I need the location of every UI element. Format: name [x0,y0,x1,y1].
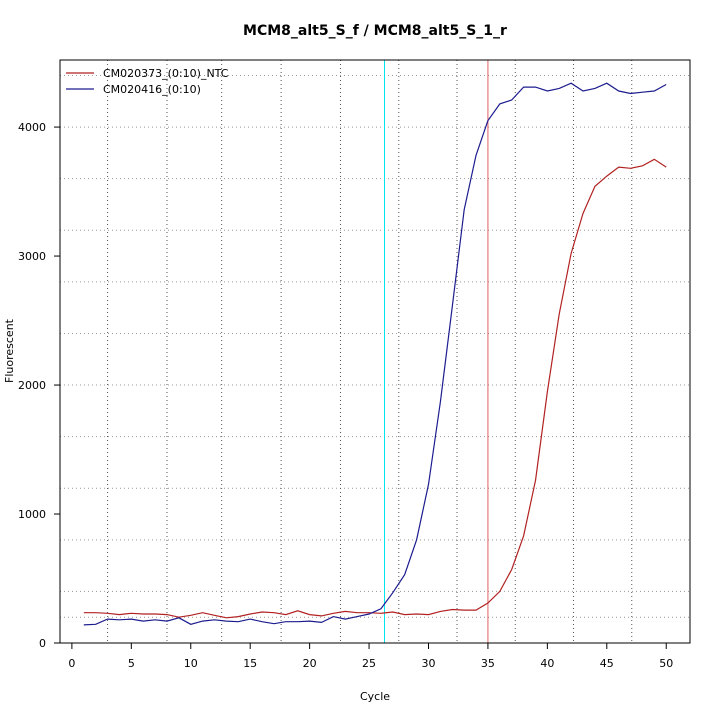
y-tick-label: 3000 [18,250,46,263]
x-tick-label: 25 [362,657,376,670]
x-axis: 0 5 10 15 20 25 30 35 40 45 50 [68,643,673,670]
y-tick-label: 0 [39,637,46,650]
y-tick-label: 1000 [18,508,46,521]
y-tick-label: 4000 [18,121,46,134]
x-tick-label: 10 [184,657,198,670]
x-tick-label: 50 [659,657,673,670]
x-tick-label: 45 [600,657,614,670]
chart-title: MCM8_alt5_S_f / MCM8_alt5_S_1_r [243,23,507,39]
threshold-lines [384,60,489,643]
legend: CM020373_(0:10)_NTC CM020416_(0:10) [66,67,229,96]
grid-lines [60,60,690,643]
y-axis-label: Fluorescent [3,318,16,383]
legend-label: CM020416_(0:10) [103,83,201,96]
x-tick-label: 15 [243,657,257,670]
y-axis: 0 1000 2000 3000 4000 [18,121,60,650]
x-tick-label: 40 [540,657,554,670]
x-tick-label: 35 [481,657,495,670]
x-tick-label: 5 [128,657,135,670]
x-axis-label: Cycle [360,690,390,703]
x-tick-label: 30 [421,657,435,670]
y-tick-label: 2000 [18,379,46,392]
data-series [83,82,667,626]
x-tick-label: 0 [68,657,75,670]
plot-frame [59,59,691,644]
series-line-2 [83,82,667,626]
legend-label: CM020373_(0:10)_NTC [103,67,229,80]
series-line-1 [83,158,667,619]
x-tick-label: 20 [303,657,317,670]
